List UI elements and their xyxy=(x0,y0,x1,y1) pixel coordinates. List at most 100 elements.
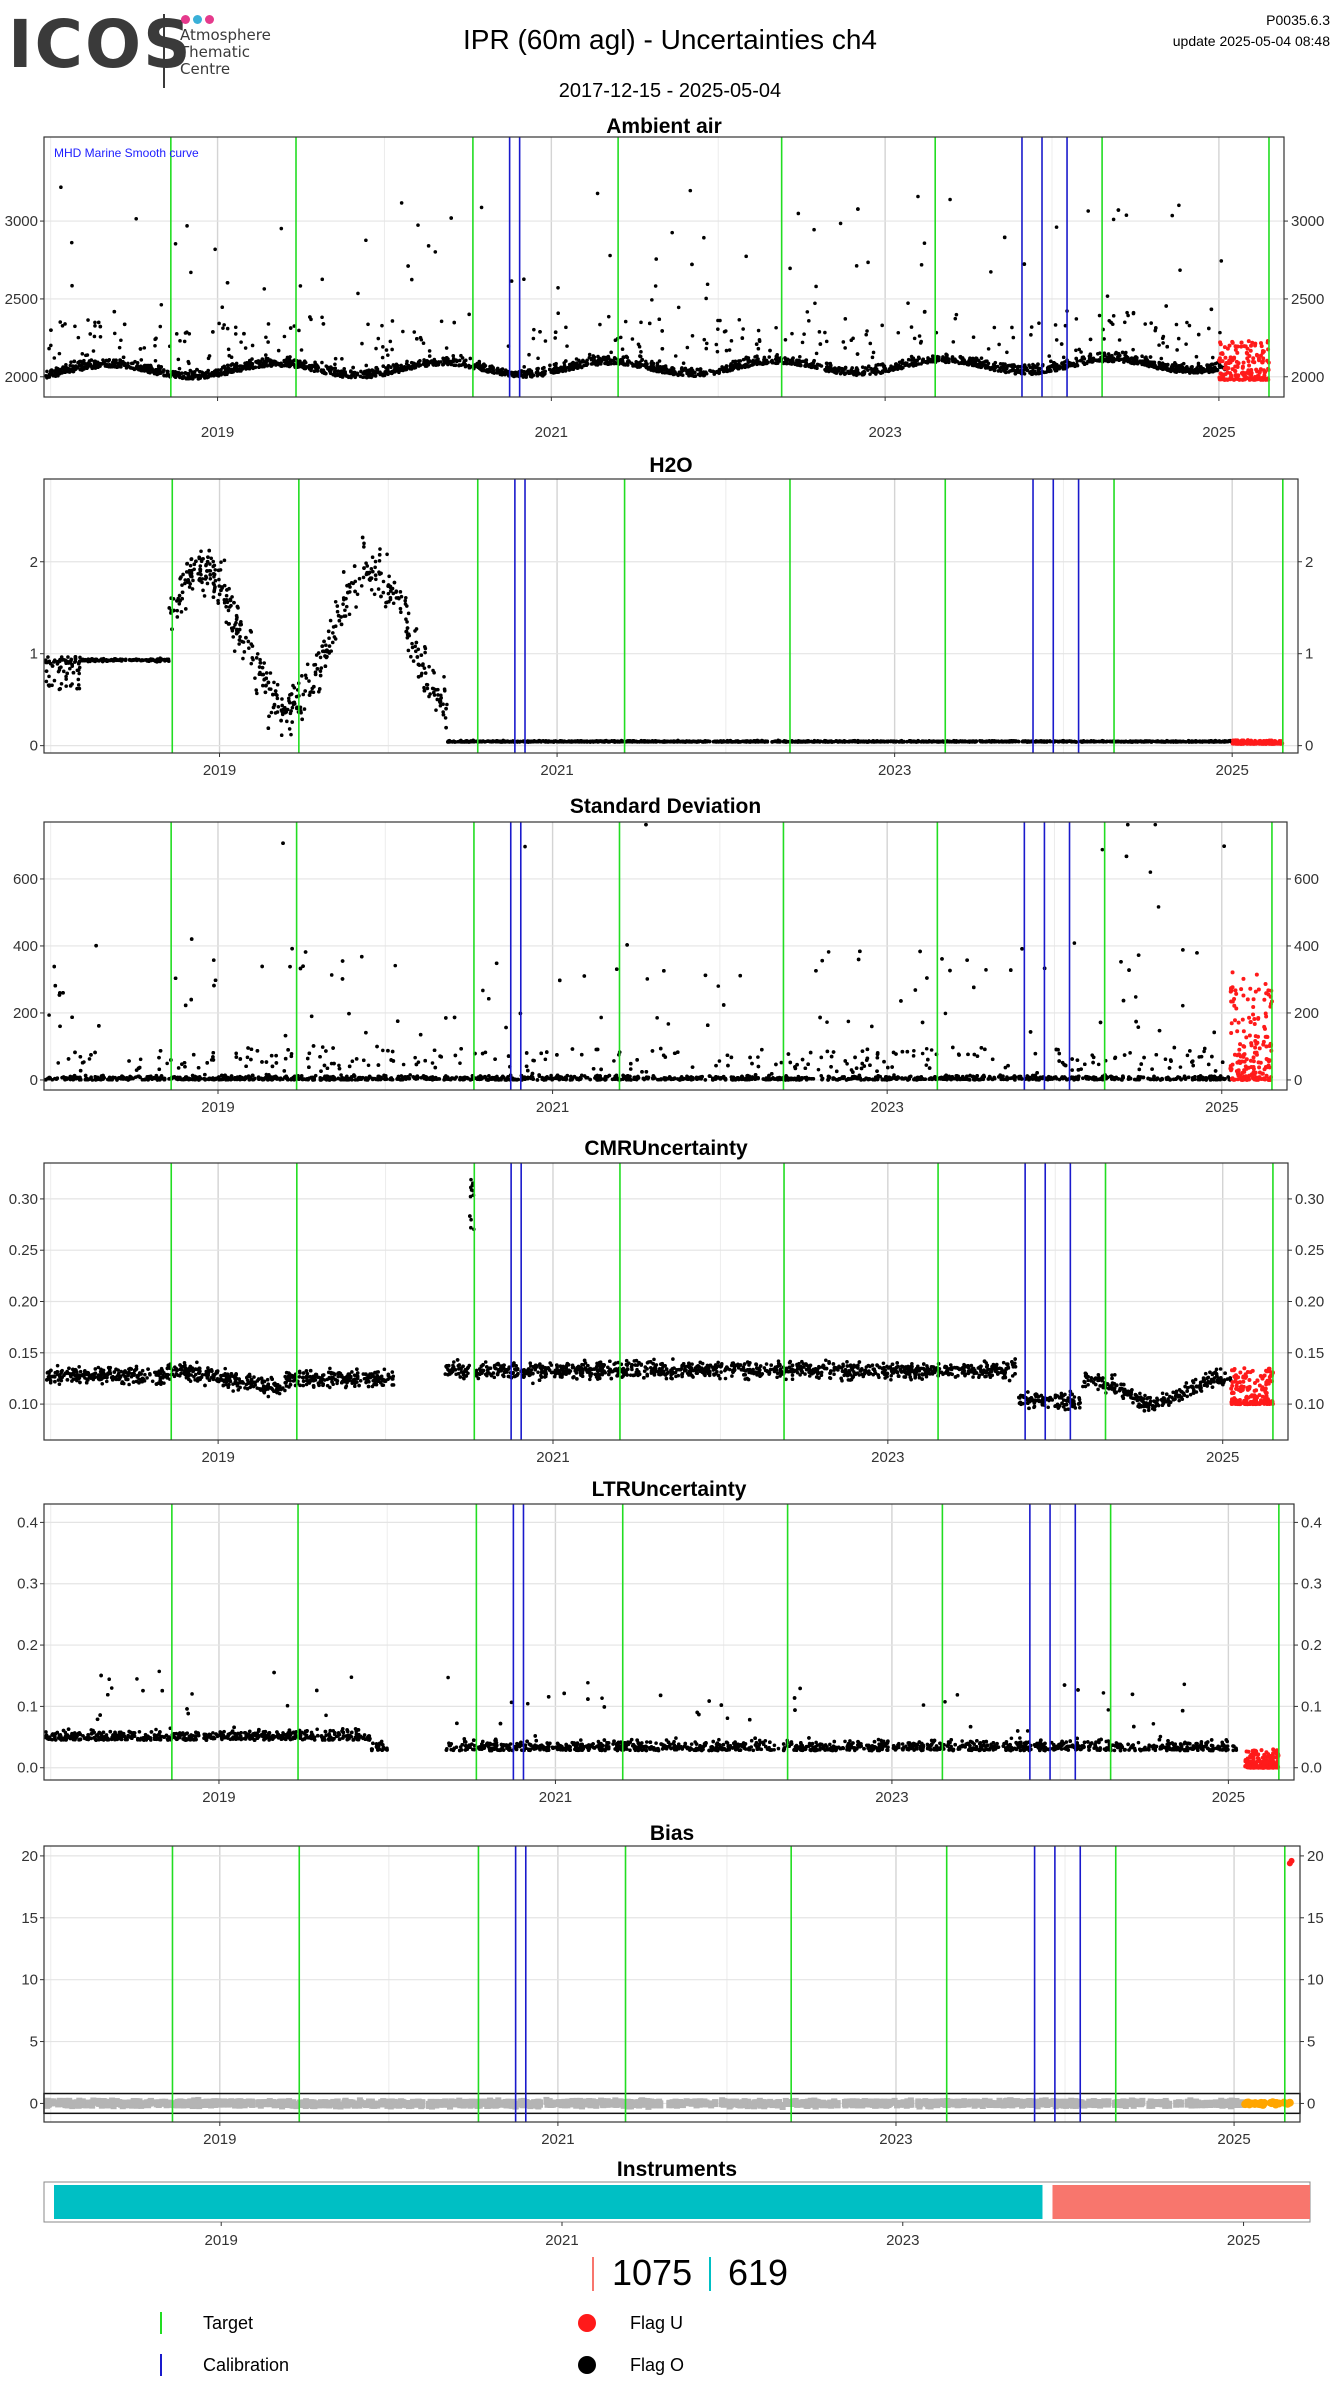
data-point xyxy=(106,359,111,363)
flag-u-point xyxy=(1254,352,1259,357)
data-point xyxy=(1131,310,1136,315)
data-point xyxy=(126,361,130,366)
flag-u-point xyxy=(1259,377,1264,382)
data-point xyxy=(676,305,681,310)
data-point xyxy=(596,354,600,359)
data-point xyxy=(224,593,229,598)
data-point xyxy=(380,372,384,377)
data-point xyxy=(190,376,195,381)
data-point xyxy=(351,365,355,370)
data-point xyxy=(302,707,307,711)
data-point xyxy=(795,363,800,367)
data-point xyxy=(1074,317,1079,321)
data-point xyxy=(349,370,353,374)
data-point xyxy=(481,365,485,370)
data-point xyxy=(44,679,49,684)
data-point xyxy=(606,314,611,319)
data-point xyxy=(381,345,385,349)
data-point xyxy=(213,568,218,572)
data-point xyxy=(802,332,806,336)
data-point xyxy=(361,375,365,380)
data-point xyxy=(1142,363,1147,367)
data-point xyxy=(362,541,366,546)
data-point xyxy=(1050,364,1054,368)
data-point xyxy=(215,373,219,377)
data-point xyxy=(1017,739,1021,744)
date-range: 2017-12-15 - 2025-05-04 xyxy=(558,80,782,102)
data-point xyxy=(265,358,269,363)
data-point xyxy=(162,373,166,378)
data-point xyxy=(564,325,568,330)
data-point xyxy=(871,350,876,355)
data-point xyxy=(388,339,393,344)
data-point xyxy=(722,366,727,370)
data-point xyxy=(242,650,247,654)
data-point xyxy=(919,263,924,267)
data-point xyxy=(1118,353,1122,358)
data-point xyxy=(1052,360,1056,365)
data-point xyxy=(346,375,351,380)
data-point xyxy=(282,334,287,339)
data-point xyxy=(404,617,408,622)
data-point xyxy=(333,362,337,367)
data-point xyxy=(638,354,642,358)
data-point xyxy=(1016,367,1020,372)
data-point xyxy=(978,360,982,365)
data-point xyxy=(664,370,669,375)
data-point xyxy=(1132,360,1136,365)
logo-dot xyxy=(205,15,214,24)
data-point xyxy=(333,356,338,361)
data-point xyxy=(1074,362,1079,366)
data-point xyxy=(1079,350,1083,354)
data-point xyxy=(595,191,600,196)
data-point xyxy=(950,357,954,361)
data-point xyxy=(315,369,320,373)
data-point xyxy=(1139,360,1144,365)
flag-o-points xyxy=(43,535,1241,744)
data-point xyxy=(758,361,762,366)
data-point xyxy=(767,355,772,359)
data-point xyxy=(463,362,467,367)
data-point xyxy=(556,311,560,315)
data-point xyxy=(783,338,788,342)
data-point xyxy=(229,603,233,608)
data-point xyxy=(362,545,366,549)
data-point xyxy=(78,367,83,372)
data-point xyxy=(986,365,990,370)
data-point xyxy=(206,356,211,361)
data-point xyxy=(406,264,410,268)
data-point xyxy=(951,340,956,344)
data-point xyxy=(234,367,238,372)
data-point xyxy=(650,298,654,302)
data-point xyxy=(225,326,230,331)
flag-u-point xyxy=(1244,350,1249,355)
data-point xyxy=(687,372,691,377)
data-point xyxy=(331,625,336,629)
data-point xyxy=(672,371,676,376)
data-point xyxy=(320,360,324,365)
data-point xyxy=(942,359,947,364)
data-point xyxy=(1207,326,1211,331)
data-point xyxy=(403,598,408,603)
data-point xyxy=(70,367,74,372)
data-point xyxy=(670,230,674,235)
data-point xyxy=(564,359,568,363)
data-point xyxy=(548,363,552,368)
data-point xyxy=(825,361,830,366)
data-point xyxy=(1054,338,1059,342)
data-point xyxy=(587,352,592,357)
data-point xyxy=(270,363,275,367)
data-point xyxy=(403,602,408,606)
flag-u-point xyxy=(1256,358,1261,363)
data-point xyxy=(704,296,708,301)
data-point xyxy=(913,359,917,364)
data-point xyxy=(1164,304,1168,308)
data-point xyxy=(1006,363,1011,368)
data-point xyxy=(342,366,347,371)
data-point xyxy=(204,575,209,580)
data-point xyxy=(1047,354,1052,358)
data-point xyxy=(309,689,314,694)
data-point xyxy=(153,337,157,342)
flag-u-point xyxy=(1230,339,1235,344)
